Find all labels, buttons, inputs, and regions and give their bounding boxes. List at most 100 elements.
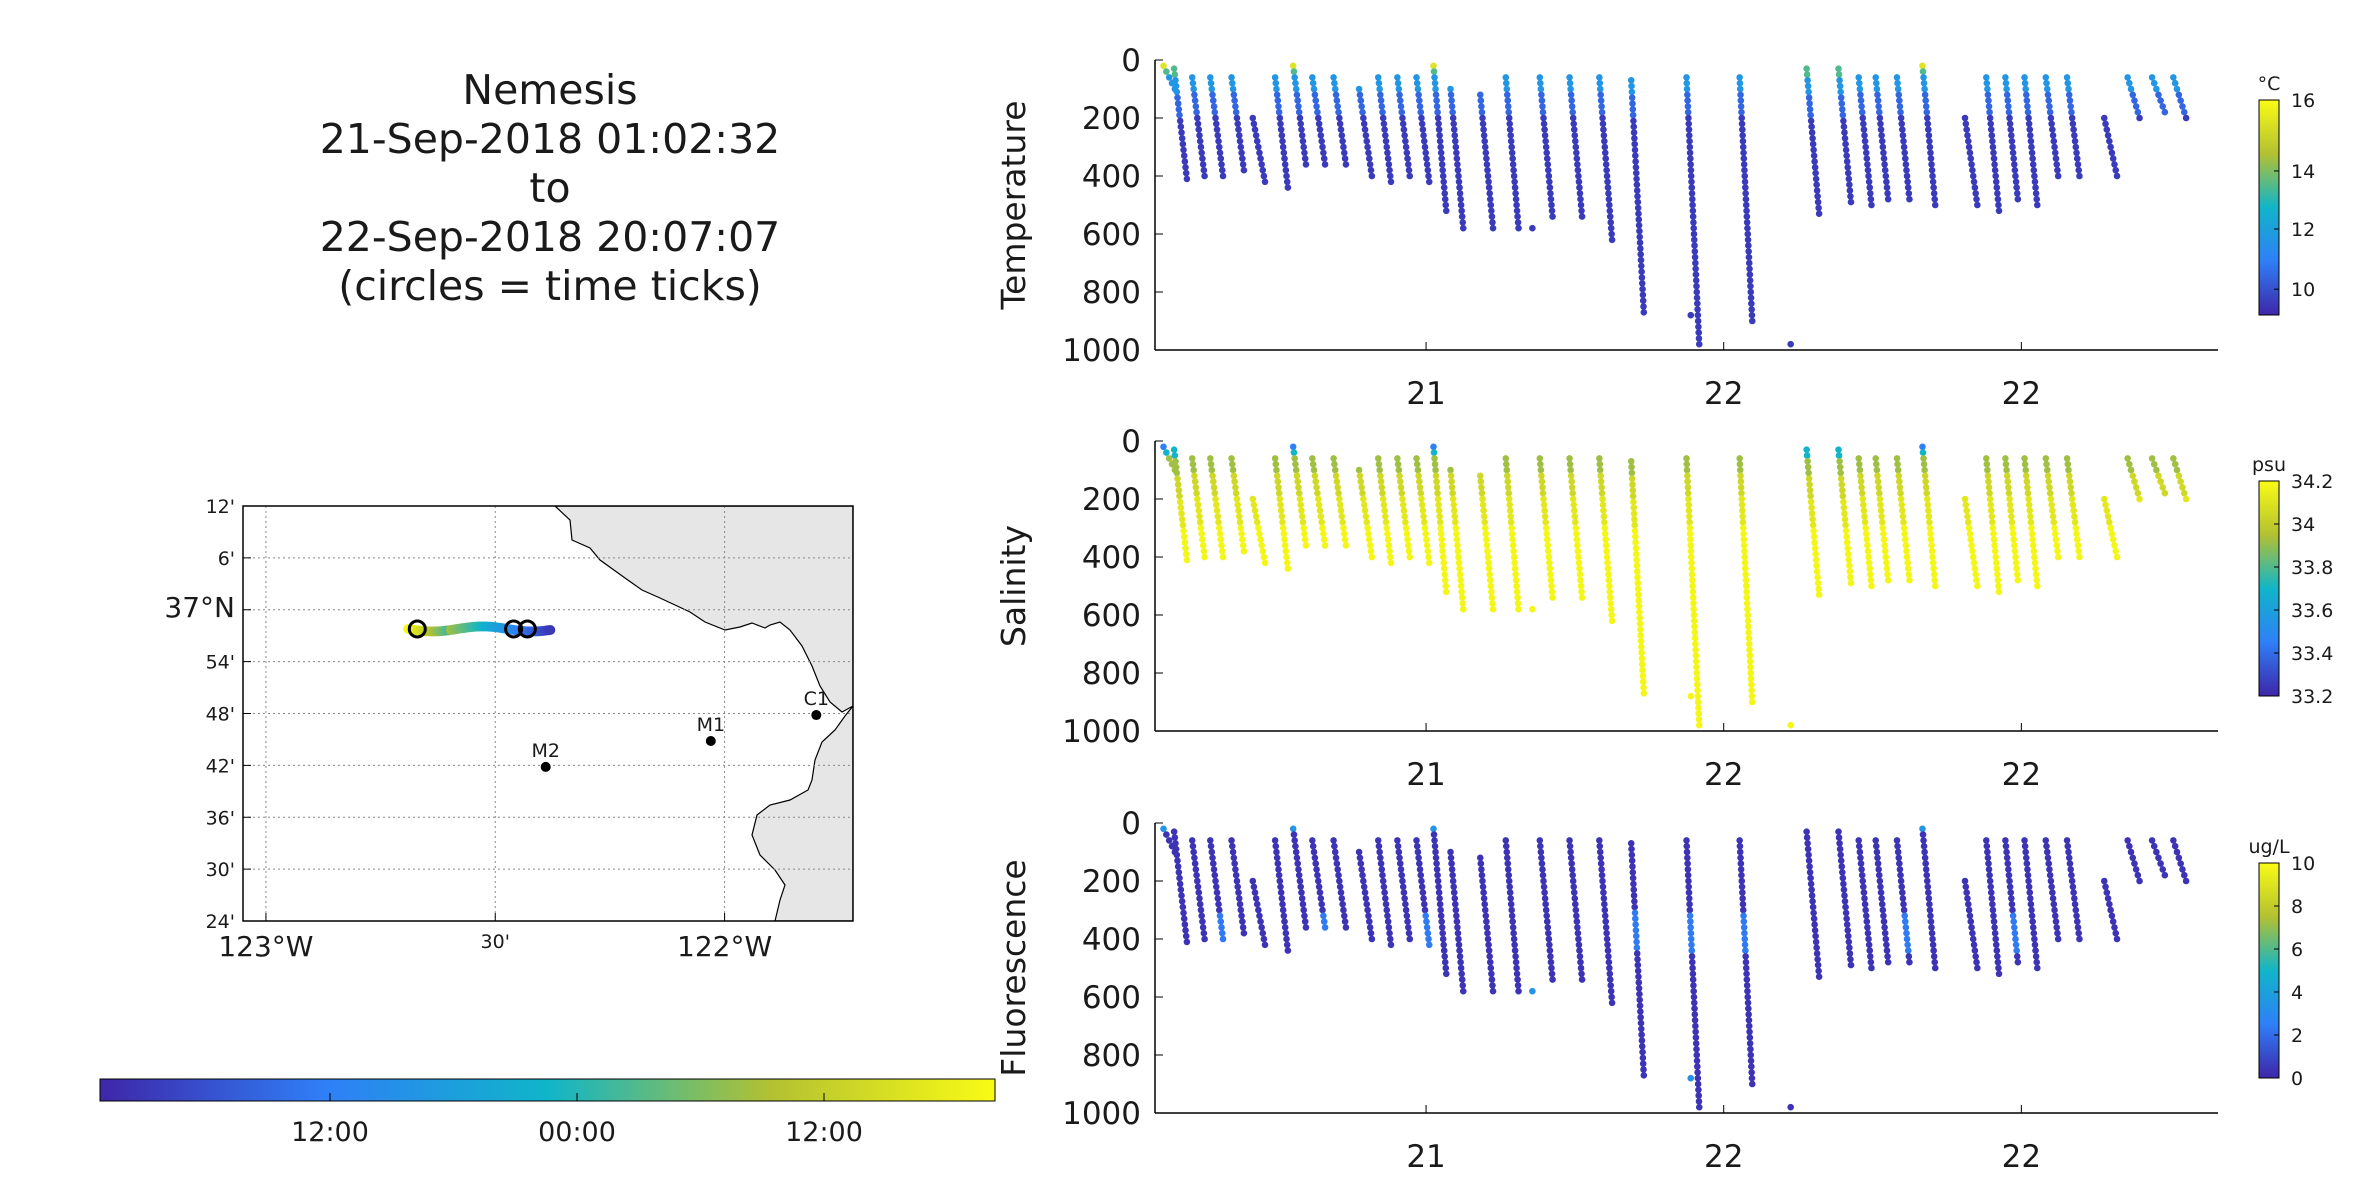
data-point [1195,507,1203,514]
data-point [1197,143,1205,151]
data-point [1687,155,1694,162]
data-point [1537,848,1545,856]
data-point [1318,518,1325,526]
data-point [1894,842,1901,850]
data-point [1601,137,1608,145]
data-point [1414,466,1422,474]
data-point [1929,559,1937,567]
data-point [1291,837,1298,844]
data-point [1399,883,1407,891]
data-point [1880,149,1887,157]
data-point [1922,866,1930,873]
data-point [1434,495,1442,503]
data-point [1216,530,1224,538]
data-point [1190,466,1197,474]
time-colorbar-label: 00:00 [538,1117,616,1148]
data-point [2113,935,2121,943]
data-point [1692,277,1700,284]
data-point [1894,848,1902,856]
data-point [1237,143,1245,151]
data-point [1274,860,1282,867]
data-point [1382,518,1390,526]
data-point [1233,495,1241,503]
data-point [1984,848,1991,856]
data-point [1690,999,1698,1007]
data-point [1864,929,1872,937]
data-point [1441,958,1449,966]
data-point [1688,947,1696,954]
time-colorbar-label: 12:00 [291,1117,369,1148]
data-point [1447,85,1454,93]
data-point [1920,460,1928,468]
data-point [2005,489,2013,497]
data-point [1366,542,1374,549]
data-point [1514,976,1521,983]
data-point [1361,507,1369,514]
data-point [1905,190,1913,197]
data-point [1873,79,1880,87]
data-point [2067,484,2074,491]
data-point [1974,964,1981,972]
data-point [1549,976,1556,983]
data-point [1961,114,1969,122]
data-point [1294,860,1301,867]
data-point [2024,484,2031,491]
data-point [1416,478,1423,485]
data-point [1896,860,1903,867]
data-point [1442,964,1450,972]
data-point [2066,478,2074,485]
data-point [1538,478,1546,485]
data-point [2073,155,2081,162]
data-point [1874,97,1882,104]
data-point [1239,161,1247,168]
data-point [1577,958,1584,966]
data-point [1872,837,1880,844]
data-point [1746,271,1754,278]
data-point [1320,149,1327,157]
data-point [1399,114,1406,122]
data-point [1745,259,1753,267]
data-point [1314,495,1322,503]
data-point [1239,918,1246,925]
data-point [1839,111,1847,119]
data-point [1608,611,1615,619]
data-point [1259,166,1267,174]
data-point [1628,88,1636,96]
data-point [1481,143,1489,151]
colorbar-label: 34 [2291,514,2315,536]
data-point [1454,542,1461,549]
data-point [2042,837,2050,844]
data-point [1994,958,2002,966]
data-point [1510,553,1518,561]
data-point [1692,646,1699,654]
data-point [1260,935,1268,943]
data-point [1376,848,1383,856]
data-point [1742,571,1749,578]
data-point [1596,460,1604,468]
data-point [1736,74,1743,81]
data-point [2173,85,2181,93]
data-point [1539,103,1546,110]
data-point [1807,492,1814,500]
data-point [1923,489,1931,497]
data-point [1598,103,1605,110]
data-point [1574,542,1581,549]
data-point [1919,449,1927,456]
data-point [1480,507,1487,514]
data-point [1442,970,1450,978]
data-point [2003,472,2011,480]
data-point [2033,582,2041,590]
data-point [2051,149,2059,157]
data-point [1631,135,1638,142]
data-point [1512,190,1519,197]
data-point [2012,553,2019,561]
data-point [1860,889,1868,896]
data-point [1576,565,1583,572]
data-point [1292,85,1300,93]
data-point [1877,501,1884,509]
data-point [1863,918,1871,925]
data-point [1506,883,1514,891]
data-point [1424,929,1432,937]
data-point [1333,478,1341,485]
data-point [1278,895,1286,902]
